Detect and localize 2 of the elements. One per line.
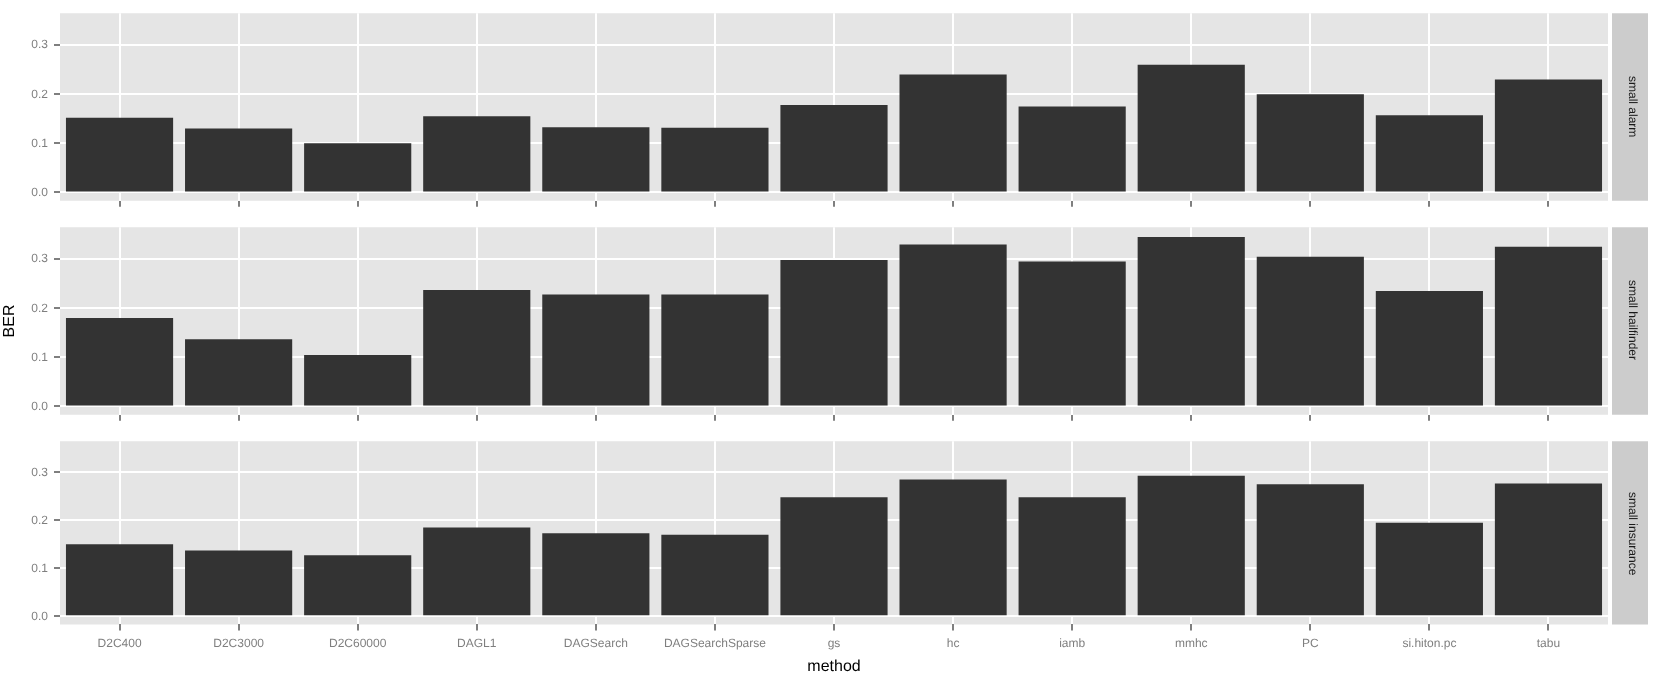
x-axis-title: method	[807, 656, 861, 675]
y-axis-title: BER	[0, 304, 19, 338]
